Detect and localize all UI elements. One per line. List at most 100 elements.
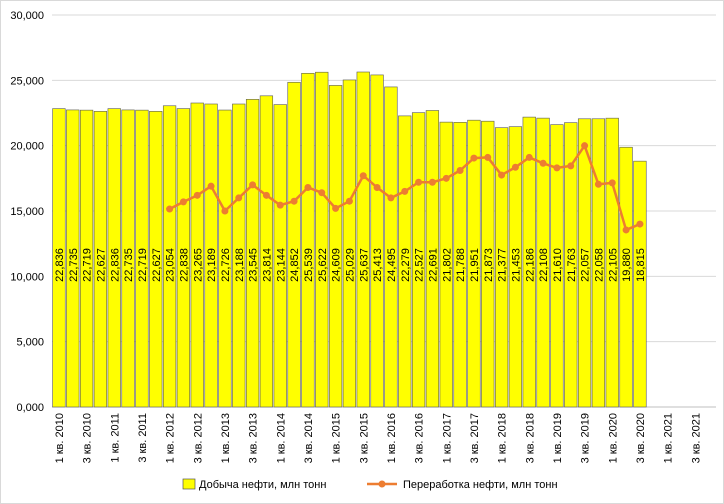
- legend-marker: [378, 480, 386, 488]
- bar: [107, 108, 121, 408]
- data-label: 22,186: [524, 248, 536, 282]
- bar: [79, 109, 94, 408]
- line-marker: [318, 189, 326, 197]
- data-label: 22,527: [414, 248, 426, 282]
- data-label: 22,279: [400, 248, 412, 282]
- data-label: 25,539: [303, 248, 315, 282]
- data-label: 21,788: [455, 248, 467, 282]
- bar: [259, 95, 274, 408]
- x-tick-label: 1 кв. 2020: [607, 413, 619, 463]
- bar: [204, 103, 218, 408]
- line-marker: [484, 153, 492, 161]
- x-tick-label: 3 кв. 2015: [358, 413, 370, 463]
- line-marker: [262, 191, 270, 199]
- data-label: 22,105: [607, 248, 619, 282]
- data-label: 24,609: [331, 248, 343, 282]
- y-tick-label: 10,000: [10, 271, 44, 283]
- bar: [328, 85, 343, 408]
- line-marker: [235, 194, 243, 202]
- bar: [218, 109, 232, 408]
- legend-label: Переработка нефти, млн тонн: [403, 479, 558, 491]
- data-label: 21,763: [566, 248, 578, 282]
- bar: [190, 102, 204, 408]
- bar: [494, 127, 509, 408]
- bar: [135, 109, 149, 408]
- bar: [550, 124, 564, 408]
- bar: [232, 103, 246, 408]
- bar: [481, 120, 495, 408]
- line-marker: [387, 194, 395, 202]
- line-marker: [511, 163, 519, 171]
- data-label: 22,058: [593, 248, 605, 282]
- bar: [439, 121, 453, 408]
- bar: [149, 111, 163, 408]
- line-marker: [401, 187, 409, 195]
- data-label: 22,838: [178, 248, 190, 282]
- y-tick-label: 15,000: [10, 206, 44, 218]
- data-label: 22,735: [68, 248, 80, 282]
- data-label: 24,495: [386, 248, 398, 282]
- line-marker: [276, 201, 284, 209]
- line-marker: [221, 207, 229, 215]
- line-marker: [498, 171, 506, 179]
- bar: [176, 108, 191, 408]
- data-label: 25,637: [358, 248, 370, 282]
- bar: [411, 112, 426, 408]
- line-marker: [304, 183, 312, 191]
- data-label: 22,057: [580, 248, 592, 282]
- data-label: 22,735: [123, 248, 135, 282]
- legend-label: Добыча нефти, млн тонн: [199, 479, 326, 491]
- data-label: 18,815: [635, 248, 647, 282]
- y-tick-label: 5,000: [16, 337, 44, 349]
- bar: [356, 71, 370, 408]
- line-marker: [290, 197, 298, 205]
- x-tick-label: 1 кв. 2014: [275, 413, 287, 463]
- line-marker: [332, 204, 340, 212]
- bar: [591, 118, 606, 408]
- bar: [536, 117, 550, 408]
- line-marker: [442, 174, 450, 182]
- data-label: 21,377: [497, 248, 509, 282]
- bar: [384, 86, 398, 408]
- legend: Добыча нефти, млн тонн Переработка нефти…: [182, 478, 558, 491]
- x-tick-label: 3 кв. 2019: [580, 413, 592, 463]
- data-label: 22,108: [538, 248, 550, 282]
- data-label: 23,265: [192, 248, 204, 282]
- data-label: 21,951: [469, 248, 481, 282]
- x-tick-label: 1 кв. 2018: [497, 413, 509, 463]
- data-label: 23,054: [165, 248, 177, 282]
- data-label: 22,627: [151, 248, 163, 282]
- x-tick-label: 3 кв. 2013: [248, 413, 260, 463]
- bar: [633, 160, 647, 408]
- x-tick-label: 3 кв. 2021: [690, 413, 702, 463]
- line-marker: [373, 183, 381, 191]
- x-tick-label: 3 кв. 2016: [414, 413, 426, 463]
- data-label: 19,880: [621, 248, 633, 282]
- x-tick-label: 1 кв. 2021: [663, 413, 675, 463]
- data-label: 22,691: [427, 248, 439, 282]
- line-marker: [525, 153, 533, 161]
- bar: [522, 116, 536, 408]
- x-tick-label: 1 кв. 2019: [552, 413, 564, 463]
- line-marker: [249, 181, 257, 189]
- x-tick-label: 1 кв. 2010: [54, 413, 66, 463]
- bar: [564, 122, 578, 408]
- line-marker: [207, 182, 215, 190]
- bar: [453, 122, 467, 408]
- bar: [287, 81, 301, 408]
- data-label: 22,836: [54, 248, 66, 282]
- x-tick-label: 3 кв. 2012: [192, 413, 204, 463]
- x-tick-label: 3 кв. 2020: [635, 413, 647, 463]
- line-marker: [193, 191, 201, 199]
- line-marker: [415, 178, 423, 186]
- bar: [66, 109, 80, 408]
- data-label: 21,873: [483, 248, 495, 282]
- data-label: 25,413: [372, 248, 384, 282]
- bar: [121, 109, 135, 408]
- bar: [370, 74, 384, 408]
- data-label: 23,814: [261, 248, 273, 282]
- data-label: 22,726: [220, 248, 232, 282]
- bar: [619, 146, 633, 408]
- data-label: 24,852: [289, 248, 301, 282]
